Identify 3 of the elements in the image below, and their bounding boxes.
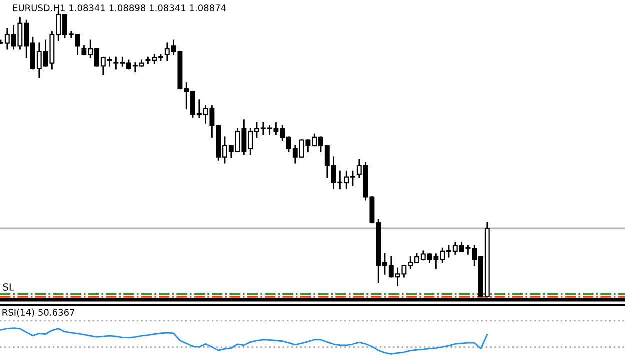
- chart-title: EURUSD.H1 1.08341 1.08898 1.08341 1.08874: [13, 4, 226, 12]
- chart-title: RSI(14) 50.6367: [2, 309, 75, 318]
- ref-line-label: SL: [3, 284, 14, 291]
